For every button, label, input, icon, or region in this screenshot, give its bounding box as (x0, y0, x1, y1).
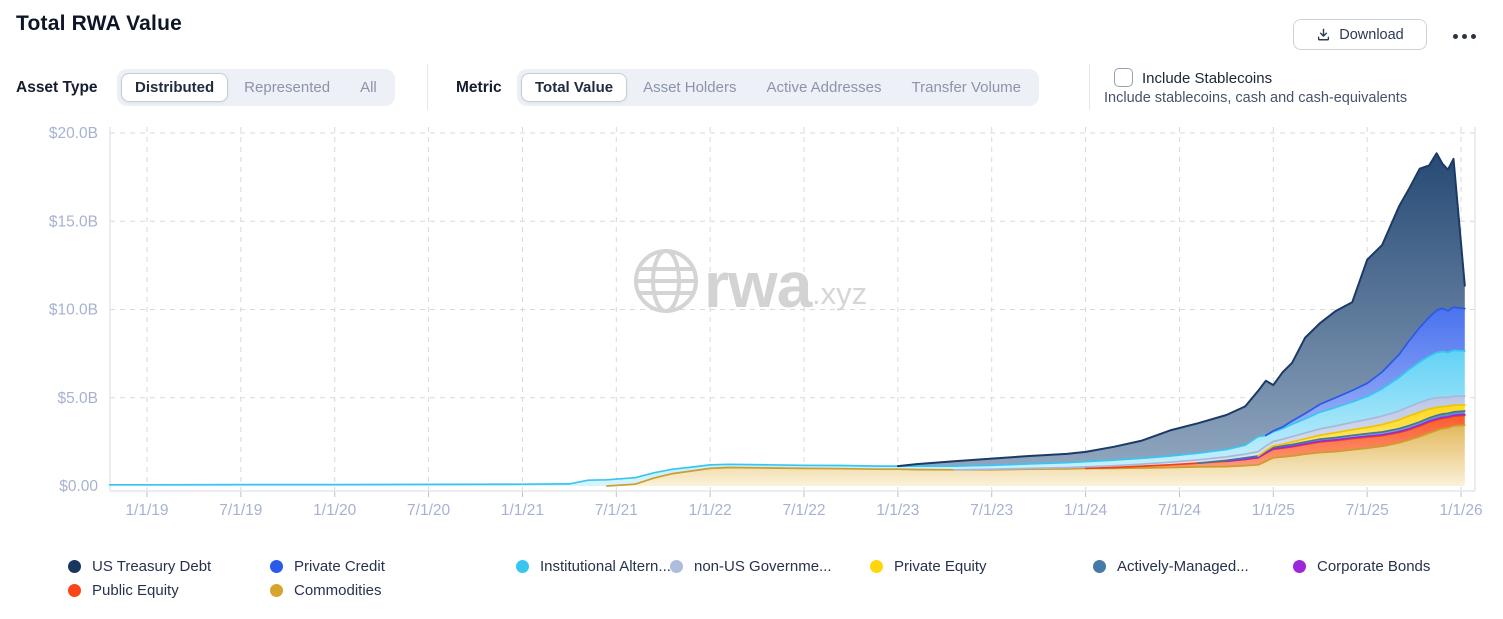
legend-dot (68, 559, 81, 573)
legend-item-public-equity[interactable]: Public Equity (68, 580, 179, 600)
y-axis-tick-label: $10.0B (49, 302, 98, 319)
watermark-suffix-text: .xyz (812, 276, 867, 311)
x-axis-tick-label: 1/1/22 (689, 502, 732, 519)
x-axis-tick-label: 7/1/21 (595, 502, 638, 519)
x-axis-tick-label: 7/1/19 (219, 502, 262, 519)
metric-label: Metric (456, 79, 502, 96)
x-axis-tick-label: 7/1/20 (407, 502, 450, 519)
legend-item-private-equity[interactable]: Private Equity (870, 556, 987, 576)
divider (427, 64, 428, 110)
x-axis-tick-label: 7/1/24 (1158, 502, 1201, 519)
x-axis-tick-label: 1/1/19 (125, 502, 168, 519)
chart-legend: US Treasury Debt Private Credit Institutio… (0, 550, 1503, 619)
include-stablecoins-description: Include stablecoins, cash and cash-equiv… (1104, 90, 1408, 106)
legend-dot (270, 559, 283, 573)
legend-item-actively-managed-[interactable]: Actively-Managed... (1093, 556, 1249, 576)
legend-item-corporate-bonds[interactable]: Corporate Bonds (1293, 556, 1430, 576)
download-button[interactable]: Download (1293, 19, 1427, 50)
y-axis-tick-label: $20.0B (49, 125, 98, 142)
legend-item-institutional-altern-[interactable]: Institutional Altern... (516, 556, 671, 576)
include-stablecoins-checkbox[interactable] (1114, 68, 1133, 87)
metric-option-asset-holders[interactable]: Asset Holders (643, 79, 737, 96)
legend-dot (68, 583, 81, 597)
chart-svg[interactable]: $20.0B $15.0B $10.0B $5.0B $0.00 1/1/19 7/1/19… (0, 118, 1503, 550)
legend-label: Private Equity (894, 557, 987, 575)
x-axis-tick-label: 1/1/21 (501, 502, 544, 519)
rwa-xyz-watermark (634, 249, 698, 313)
legend-label: Corporate Bonds (1317, 557, 1431, 575)
asset-type-option-distributed[interactable]: Distributed (121, 73, 229, 102)
watermark-brand-text: rwa (704, 249, 813, 321)
x-axis-tick-label: 1/1/24 (1064, 502, 1107, 519)
download-label: Download (1339, 26, 1404, 43)
x-axis-tick-label: 7/1/22 (782, 502, 825, 519)
metric-option-total-value[interactable]: Total Value (521, 73, 628, 102)
legend-item-non-us-governme-[interactable]: non-US Governme... (670, 556, 832, 576)
download-icon (1316, 27, 1331, 42)
legend-item-us-treasury-debt[interactable]: US Treasury Debt (68, 556, 211, 576)
page-title: Total RWA Value (16, 12, 182, 35)
metric-segmented-control: Total Value Asset Holders Active Addresses… (517, 69, 1040, 106)
x-axis-tick-label: 1/1/23 (876, 502, 919, 519)
x-axis-tick-label: 7/1/23 (970, 502, 1013, 519)
area-band-commodities (109, 425, 1465, 486)
y-axis-tick-label: $5.0B (57, 390, 98, 407)
legend-dot (516, 559, 529, 573)
stacked-area-chart[interactable]: $20.0B $15.0B $10.0B $5.0B $0.00 1/1/19 7/1/19… (0, 118, 1503, 550)
legend-dot (670, 559, 683, 573)
divider (1089, 64, 1090, 110)
legend-dot (870, 559, 883, 573)
x-axis-tick-label: 7/1/25 (1346, 502, 1389, 519)
legend-label: non-US Governme... (694, 557, 832, 575)
legend-item-private-credit[interactable]: Private Credit (270, 556, 385, 576)
legend-label: US Treasury Debt (92, 557, 212, 575)
legend-label: Institutional Altern... (540, 557, 671, 575)
y-axis-tick-label: $15.0B (49, 213, 98, 230)
legend-dot (1093, 559, 1106, 573)
legend-dot (1293, 559, 1306, 573)
metric-option-transfer-volume[interactable]: Transfer Volume (911, 79, 1022, 96)
asset-type-label: Asset Type (16, 79, 98, 96)
legend-label: Private Credit (294, 557, 385, 575)
legend-item-commodities[interactable]: Commodities (270, 580, 382, 600)
legend-label: Public Equity (92, 581, 179, 599)
asset-type-segmented-control: Distributed Represented All (117, 69, 395, 106)
more-options-icon[interactable] (1449, 28, 1480, 45)
asset-type-option-all[interactable]: All (360, 79, 377, 96)
legend-dot (270, 583, 283, 597)
x-axis-tick-label: 1/1/20 (313, 502, 356, 519)
x-axis-tick-label: 1/1/25 (1252, 502, 1295, 519)
metric-option-active-addresses[interactable]: Active Addresses (766, 79, 882, 96)
x-axis-tick-label: 1/1/26 (1439, 502, 1482, 519)
include-stablecoins-label[interactable]: Include Stablecoins (1142, 70, 1273, 87)
legend-label: Actively-Managed... (1117, 557, 1249, 575)
y-axis-tick-label: $0.00 (59, 478, 98, 495)
legend-label: Commodities (294, 581, 382, 599)
asset-type-option-represented[interactable]: Represented (244, 79, 331, 96)
